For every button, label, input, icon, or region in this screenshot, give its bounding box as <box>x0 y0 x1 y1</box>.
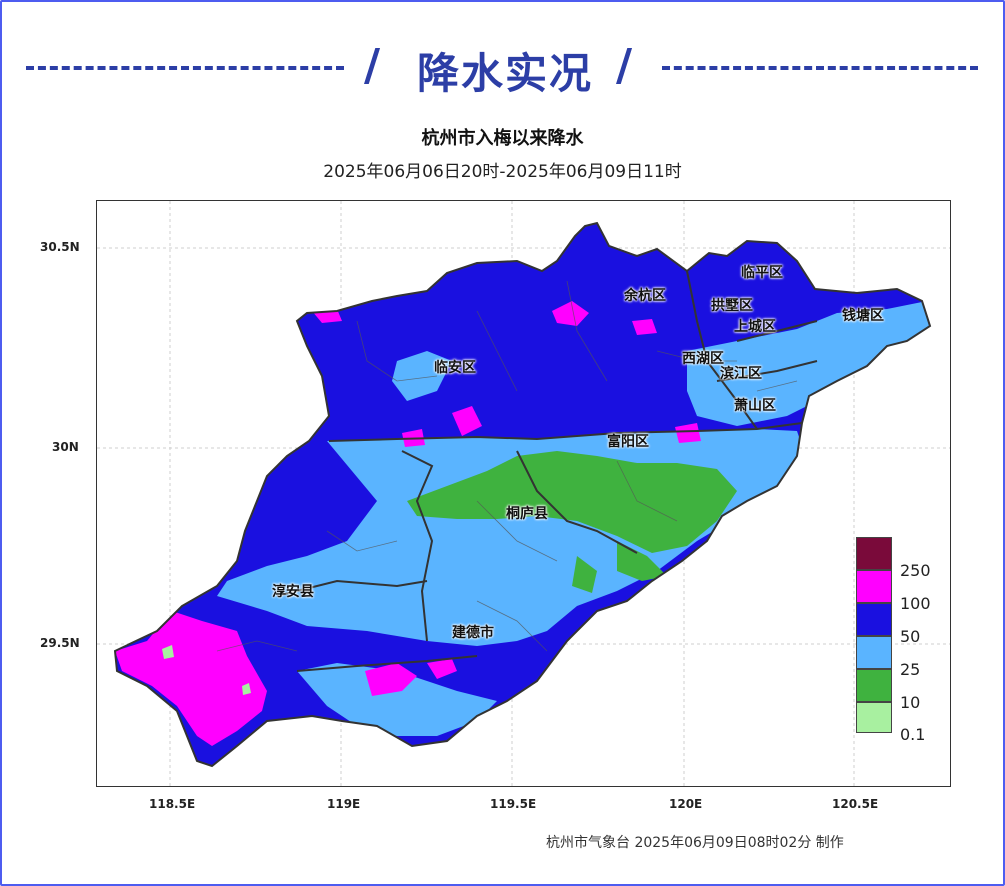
district-label-qiantang: 钱塘区 <box>842 308 884 324</box>
district-label-fuyang: 富阳区 <box>607 434 649 450</box>
x-tick-label: 118.5E <box>149 797 196 811</box>
y-tick-label: 30.5N <box>40 240 80 254</box>
district-label-tonglu: 桐庐县 <box>506 506 548 522</box>
legend-swatch <box>856 636 892 669</box>
legend-label: 100 <box>900 594 931 613</box>
legend-swatch <box>856 603 892 636</box>
legend-label: 50 <box>900 627 921 646</box>
district-label-shangcheng: 上城区 <box>734 319 776 335</box>
legend-swatch <box>856 702 892 733</box>
section-title: 降水实况 <box>416 49 593 98</box>
legend-label: 0.1 <box>900 725 926 744</box>
section-header: / 降水实况 / <box>0 38 1005 98</box>
x-tick-label: 120E <box>669 797 703 811</box>
y-tick-label: 30N <box>52 440 79 454</box>
district-label-xihu: 西湖区 <box>682 351 724 367</box>
legend-swatch <box>856 669 892 702</box>
district-label-linping: 临平区 <box>741 265 783 281</box>
town-borders <box>216 280 798 652</box>
district-label-xiaoshan: 萧山区 <box>734 398 776 414</box>
y-tick-label: 29.5N <box>40 636 80 650</box>
legend-label: 10 <box>900 693 921 712</box>
map-title: 杭州市入梅以来降水 <box>421 128 584 149</box>
map-credit: 杭州市气象台 2025年06月09日08时02分 制作 <box>546 835 844 851</box>
district-label-linan: 临安区 <box>434 360 476 376</box>
x-tick-label: 120.5E <box>832 797 879 811</box>
x-tick-label: 119.5E <box>490 797 537 811</box>
header-dash-right <box>662 66 978 70</box>
legend-swatch <box>856 570 892 603</box>
legend-label: 250 <box>900 561 931 580</box>
x-tick-label: 119E <box>327 797 361 811</box>
legend-swatch <box>856 537 892 570</box>
map-plot-area <box>96 200 951 787</box>
header-dash-left <box>26 66 344 70</box>
district-label-chunan: 淳安县 <box>272 584 314 600</box>
header-slash-left: / <box>364 40 381 91</box>
district-label-binjiang: 滨江区 <box>720 366 762 382</box>
county-borders <box>113 221 932 768</box>
district-label-yuhang: 余杭区 <box>624 288 666 304</box>
map-subtitle: 2025年06月06日20时-2025年06月09日11时 <box>323 162 682 182</box>
legend-label: 25 <box>900 660 921 679</box>
header-slash-right: / <box>616 40 633 91</box>
district-label-jiande: 建德市 <box>452 625 494 641</box>
rainfall-map <box>97 201 950 786</box>
district-label-gongshu: 拱墅区 <box>711 298 753 314</box>
